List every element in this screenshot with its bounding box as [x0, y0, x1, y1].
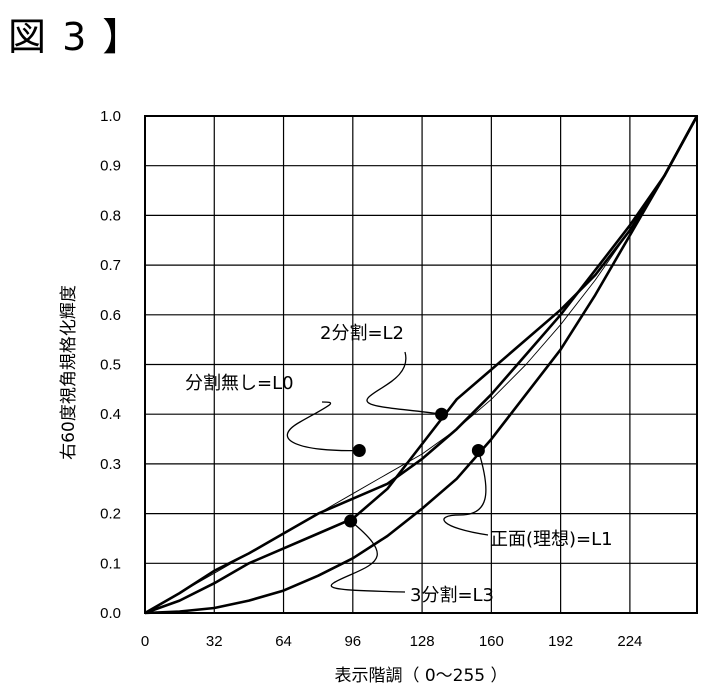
y-tick-label: 0.7	[100, 257, 121, 274]
annotation-leaders	[286, 351, 489, 593]
x-tick-label: 0	[141, 633, 149, 650]
x-tick-label: 192	[548, 633, 573, 650]
grid-lines	[145, 116, 697, 613]
annotation-label: 3分割=L3	[410, 585, 494, 606]
x-axis-label: 表示階調（ 0～255 ）	[334, 666, 507, 684]
x-tick-label: 32	[206, 633, 223, 650]
y-tick-label: 0.9	[100, 158, 121, 175]
plot-frame	[144, 115, 698, 614]
annotation-labels: 分割無し=L0 2分割=L2 正面(理想)=L1 3分割=L3	[185, 323, 613, 606]
annotation-leader	[366, 351, 442, 415]
y-tick-labels: 0.0 0.1 0.2 0.3 0.4 0.5 0.6 0.7 0.8 0.9 1.0	[100, 108, 121, 622]
series-line-3	[144, 115, 699, 615]
y-tick-label: 0.3	[100, 456, 121, 473]
y-tick-label: 0.0	[100, 605, 121, 622]
series-lines	[144, 115, 699, 615]
annotation-leader	[286, 401, 360, 452]
y-tick-label: 0.2	[100, 506, 121, 523]
x-tick-label: 160	[479, 633, 504, 650]
x-tick-label: 128	[410, 633, 435, 650]
x-tick-label: 64	[275, 633, 292, 650]
annotation-leader	[330, 520, 406, 593]
y-axis-label: 右60度視角規格化輝度	[59, 285, 79, 460]
x-tick-labels: 0 32 64 96 128 160 192 224	[141, 633, 643, 650]
annotation-label: 正面(理想)=L1	[490, 529, 613, 550]
annotation-label: 分割無し=L0	[185, 373, 294, 394]
y-tick-label: 1.0	[100, 108, 121, 125]
y-tick-label: 0.8	[100, 207, 121, 224]
y-tick-label: 0.6	[100, 307, 121, 324]
series-line-1	[144, 115, 699, 615]
y-tick-label: 0.1	[100, 555, 121, 572]
annotation-label: 2分割=L2	[320, 323, 404, 344]
x-tick-label: 224	[617, 633, 642, 650]
figure-title: 図 3 】	[8, 15, 143, 59]
series-line-2	[144, 115, 699, 615]
x-tick-label: 96	[344, 633, 361, 650]
annotation-leader	[443, 450, 489, 536]
y-tick-label: 0.4	[100, 406, 121, 423]
y-tick-label: 0.5	[100, 357, 121, 374]
